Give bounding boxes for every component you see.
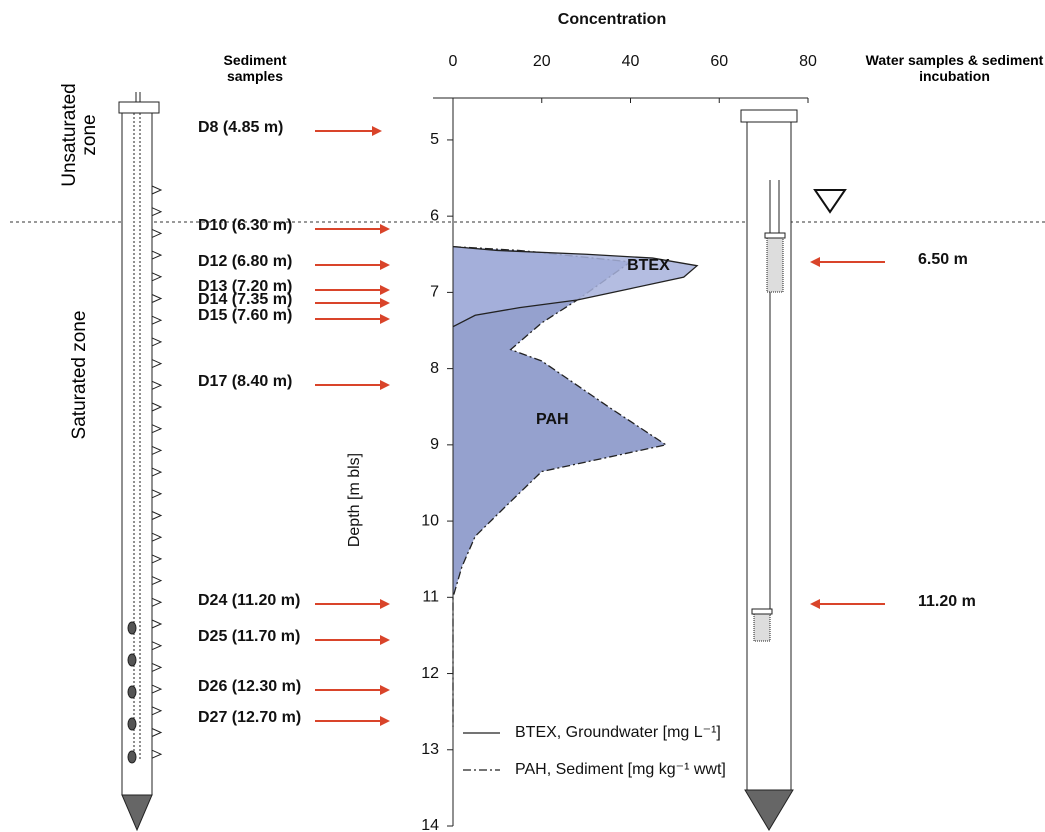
- y-tick-label: 11: [422, 589, 439, 606]
- sample-arrowhead: [380, 260, 390, 270]
- y-tick-label: 14: [421, 817, 439, 832]
- well-screen: [152, 186, 161, 194]
- legend-label: PAH, Sediment [mg kg⁻¹ wwt]: [515, 761, 726, 778]
- y-tick-label: 10: [421, 512, 439, 529]
- sample-arrowhead: [380, 599, 390, 609]
- well-port: [128, 718, 136, 730]
- well-screen: [152, 360, 161, 368]
- sample-arrowhead: [380, 285, 390, 295]
- well-screen: [152, 425, 161, 433]
- chart: Concentration Depth [m bls] PAH BTEX 0 20 40…: [0, 0, 1045, 832]
- sample-arrowhead: [380, 685, 390, 695]
- x-tick-label: 0: [449, 53, 458, 70]
- y-tick-label: 9: [430, 436, 439, 453]
- y-axis-label: Depth [m bls]: [346, 453, 363, 547]
- sediment-header: Sediment samples: [205, 52, 305, 84]
- water-sample-label: 11.20 m: [918, 593, 976, 610]
- well-screen: [152, 316, 161, 324]
- water-header: Water samples & sediment incubation: [862, 52, 1045, 84]
- well-screen: [152, 273, 161, 281]
- sample-label: D8 (4.85 m): [198, 119, 283, 136]
- sample-arrowhead: [380, 716, 390, 726]
- well-screen: [152, 729, 161, 737]
- x-tick-label: 40: [622, 53, 640, 70]
- sample-label: D10 (6.30 m): [198, 217, 292, 234]
- y-tick-label: 6: [430, 207, 439, 224]
- well-screen: [152, 577, 161, 585]
- right-well: [741, 110, 797, 830]
- sample-label: D26 (12.30 m): [198, 678, 301, 695]
- sample-label: D17 (8.40 m): [198, 373, 292, 390]
- well-port: [128, 686, 136, 698]
- sample-label: D25 (11.70 m): [198, 628, 300, 645]
- water-arrowhead: [810, 599, 820, 609]
- sample-arrowhead: [380, 224, 390, 234]
- sample-label: D24 (11.20 m): [198, 592, 300, 609]
- well-screen: [152, 642, 161, 650]
- well-screen: [152, 512, 161, 520]
- sample-label: D27 (12.70 m): [198, 709, 301, 726]
- chart-title: Concentration: [558, 11, 666, 28]
- x-tick-label: 20: [533, 53, 551, 70]
- sample-arrowhead: [380, 314, 390, 324]
- sample-arrowhead: [372, 126, 382, 136]
- sample-arrowhead: [380, 298, 390, 308]
- well-screen: [152, 750, 161, 758]
- series-label: BTEX: [627, 257, 670, 274]
- y-tick-label: 8: [430, 360, 439, 377]
- well-screen: [152, 620, 161, 628]
- well-screen: [152, 251, 161, 259]
- well-screen: [152, 663, 161, 671]
- well-screen: [152, 598, 161, 606]
- well-port: [128, 751, 136, 763]
- well-screen: [152, 685, 161, 693]
- well-screen: [152, 707, 161, 715]
- y-tick-label: 12: [421, 665, 439, 682]
- well-port: [128, 622, 136, 634]
- x-tick-label: 60: [710, 53, 728, 70]
- area: [453, 247, 666, 727]
- sample-label: D12 (6.80 m): [198, 253, 292, 270]
- well-port: [128, 654, 136, 666]
- sample-arrowhead: [380, 635, 390, 645]
- legend-label: BTEX, Groundwater [mg L⁻¹]: [515, 724, 721, 741]
- water-table-symbol: [815, 190, 845, 212]
- well-screen: [152, 555, 161, 563]
- well-screen: [152, 229, 161, 237]
- y-tick-label: 7: [430, 284, 439, 301]
- well-screen: [152, 490, 161, 498]
- zone-label: Saturated zone: [70, 305, 90, 445]
- well-screen: [152, 446, 161, 454]
- water-arrowhead: [810, 257, 820, 267]
- left-well: [119, 92, 159, 830]
- figure: Concentration Depth [m bls] PAH BTEX 0 20 40…: [0, 0, 1045, 832]
- series-label: PAH: [536, 411, 569, 428]
- y-tick-label: 13: [421, 741, 439, 758]
- well-screen: [152, 533, 161, 541]
- zone-label: Unsaturated zone: [60, 65, 100, 205]
- sample-label: D15 (7.60 m): [198, 307, 292, 324]
- well-screen: [152, 295, 161, 303]
- well-screen: [152, 208, 161, 216]
- x-tick-label: 80: [799, 53, 817, 70]
- water-sample-label: 6.50 m: [918, 251, 968, 268]
- well-screen: [152, 381, 161, 389]
- sample-label: D14 (7.35 m): [198, 291, 292, 308]
- well-screen: [152, 468, 161, 476]
- sample-arrowhead: [380, 380, 390, 390]
- y-tick-label: 5: [430, 131, 439, 148]
- well-screen: [152, 338, 161, 346]
- well-screen: [152, 403, 161, 411]
